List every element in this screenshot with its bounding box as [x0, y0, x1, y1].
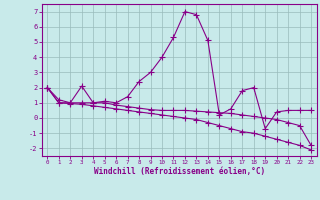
X-axis label: Windchill (Refroidissement éolien,°C): Windchill (Refroidissement éolien,°C): [94, 167, 265, 176]
